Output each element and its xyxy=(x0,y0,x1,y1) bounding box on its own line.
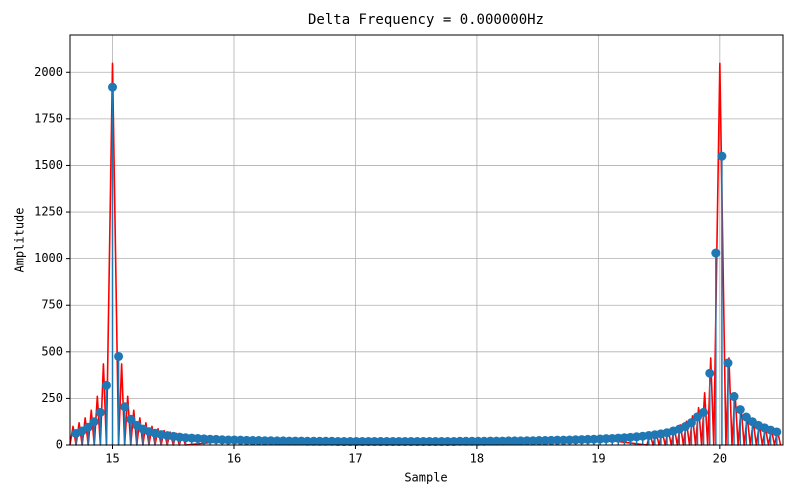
stem-marker xyxy=(101,380,111,390)
stem-marker xyxy=(89,417,99,427)
y-tick-label: 1250 xyxy=(34,205,63,219)
stem-marker xyxy=(552,435,562,445)
stem-marker xyxy=(686,418,696,428)
x-tick-label: 16 xyxy=(227,452,241,466)
y-tick-label: 1000 xyxy=(34,251,63,265)
stem-marker xyxy=(126,414,136,424)
stem-marker xyxy=(114,351,124,361)
stem-marker xyxy=(735,405,745,415)
plot-area xyxy=(69,62,782,446)
y-tick-label: 250 xyxy=(41,391,63,405)
ticks: 15 16 17 18 19 20 0 250 500 750 1000 1250 1500 1750 20… xyxy=(34,65,727,466)
stem-marker xyxy=(406,436,416,446)
y-tick-label: 0 xyxy=(56,438,63,452)
y-tick-label: 750 xyxy=(41,298,63,312)
stem-marker xyxy=(772,427,782,437)
x-tick-label: 17 xyxy=(348,452,362,466)
y-tick-label: 500 xyxy=(41,344,63,358)
x-tick-label: 15 xyxy=(105,452,119,466)
stem-marker xyxy=(83,422,93,432)
y-tick-label: 1500 xyxy=(34,158,63,172)
stem-marker xyxy=(339,436,349,446)
stem-marker xyxy=(717,151,727,161)
stem-marker xyxy=(699,407,709,417)
grid xyxy=(70,35,783,446)
stem-marker xyxy=(729,392,739,402)
y-axis-label: Amplitude xyxy=(13,207,27,272)
x-axis-label: Sample xyxy=(404,471,447,485)
chart-title: Delta Frequency = 0.000000Hz xyxy=(308,12,544,28)
stem-marker xyxy=(443,436,453,446)
stem-marker xyxy=(705,368,715,378)
stem-marker xyxy=(741,412,751,422)
stem-marker xyxy=(95,407,105,417)
stem-marker xyxy=(120,402,130,412)
y-tick-label: 1750 xyxy=(34,111,63,125)
stem-marker xyxy=(302,436,312,446)
x-tick-label: 19 xyxy=(591,452,605,466)
x-tick-label: 18 xyxy=(470,452,484,466)
x-tick-label: 20 xyxy=(713,452,727,466)
stem-marker xyxy=(711,248,721,258)
stem-marker xyxy=(108,82,118,92)
stem-marker xyxy=(723,358,733,368)
axes-frame xyxy=(69,34,784,446)
stem-marker xyxy=(376,436,386,446)
y-tick-label: 2000 xyxy=(34,65,63,79)
